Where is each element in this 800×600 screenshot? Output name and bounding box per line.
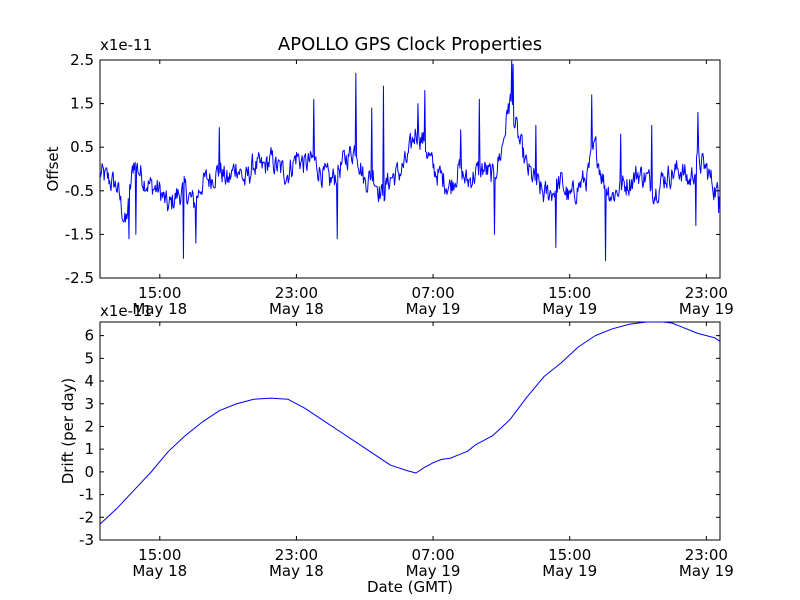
drift-ytick-label: 6 [84, 327, 94, 345]
offset-xtick-date-label: May 19 [406, 300, 461, 318]
offset-ytick-label: 1.5 [70, 95, 94, 113]
offset-xtick-time-label: 15:00 [138, 284, 181, 302]
offset-ylabel: Offset [44, 146, 62, 191]
drift-ylabel: Drift (per day) [59, 378, 77, 485]
offset-xtick-time-label: 23:00 [275, 284, 318, 302]
drift-ytick-label: -2 [79, 508, 94, 526]
drift-xtick-date-label: May 19 [406, 562, 461, 580]
drift-xtick-time-label: 15:00 [138, 546, 181, 564]
drift-series-line [99, 321, 721, 525]
offset-xtick-date-label: May 19 [542, 300, 597, 318]
offset-y-ticks: 2.5 1.5 0.5 -0.5 -1.5 -2.5 [65, 51, 720, 287]
offset-xtick-time-label: 07:00 [411, 284, 454, 302]
drift-multiplier: x1e-11 [100, 302, 152, 320]
offset-xtick-date-label: May 18 [132, 300, 187, 318]
drift-ytick-label: 0 [84, 463, 94, 481]
drift-ytick-label: -1 [79, 486, 94, 504]
offset-multiplier: x1e-11 [100, 36, 152, 54]
offset-plot-frame [99, 59, 721, 279]
offset-xtick-date-label: May 19 [679, 300, 734, 318]
drift-xtick-date-label: May 19 [542, 562, 597, 580]
drift-xtick-date-label: May 19 [679, 562, 734, 580]
drift-ytick-label: 5 [84, 349, 94, 367]
drift-xtick-date-label: May 18 [269, 562, 324, 580]
offset-xtick-time-label: 23:00 [685, 284, 728, 302]
drift-xtick-time-label: 23:00 [275, 546, 318, 564]
offset-ytick-label: -1.5 [65, 225, 94, 243]
offset-series-layer [99, 59, 721, 262]
drift-ytick-label: 3 [84, 395, 94, 413]
offset-xtick-time-label: 15:00 [548, 284, 591, 302]
offset-xtick-date-label: May 18 [269, 300, 324, 318]
drift-xtick-date-label: May 18 [132, 562, 187, 580]
offset-ytick-label: -0.5 [65, 182, 94, 200]
drift-ytick-label: 4 [84, 372, 94, 390]
drift-series-layer [99, 321, 721, 525]
offset-ytick-label: 0.5 [70, 138, 94, 156]
offset-ytick-label: -2.5 [65, 269, 94, 287]
drift-xtick-time-label: 07:00 [411, 546, 454, 564]
offset-series-line [99, 59, 721, 262]
drift-ytick-label: -3 [79, 531, 94, 549]
figure-title: APOLLO GPS Clock Properties [278, 34, 542, 55]
offset-ytick-label: 2.5 [70, 51, 94, 69]
drift-xtick-time-label: 15:00 [548, 546, 591, 564]
drift-y-ticks: 6 5 4 3 2 1 0 -1 -2 -3 [79, 327, 720, 549]
drift-ytick-label: 1 [84, 440, 94, 458]
drift-ytick-label: 2 [84, 417, 94, 435]
drift-xlabel: Date (GMT) [367, 578, 453, 596]
drift-xtick-time-label: 23:00 [685, 546, 728, 564]
drift-plot-frame [99, 321, 721, 541]
